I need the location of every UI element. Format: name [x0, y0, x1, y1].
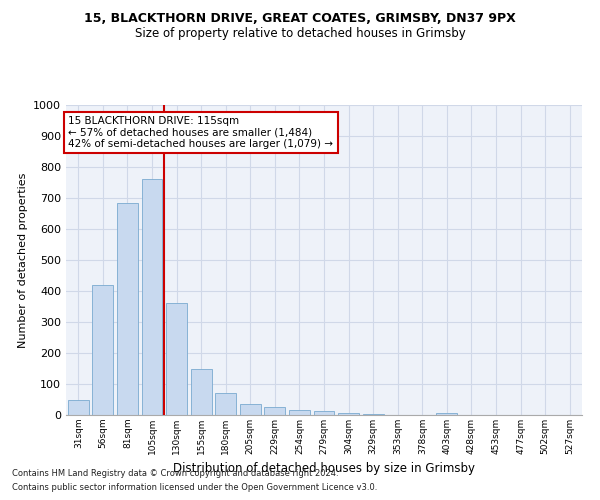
Text: Contains HM Land Registry data © Crown copyright and database right 2024.: Contains HM Land Registry data © Crown c… — [12, 468, 338, 477]
Bar — [314, 411, 334, 415]
Bar — [436, 412, 457, 415]
Bar — [142, 180, 163, 415]
Bar — [289, 410, 310, 415]
Bar — [191, 368, 212, 415]
Bar — [338, 412, 359, 415]
Bar — [166, 304, 187, 415]
Y-axis label: Number of detached properties: Number of detached properties — [17, 172, 28, 348]
Bar — [92, 285, 113, 415]
Bar — [68, 400, 89, 415]
Bar — [215, 394, 236, 415]
Text: 15, BLACKTHORN DRIVE, GREAT COATES, GRIMSBY, DN37 9PX: 15, BLACKTHORN DRIVE, GREAT COATES, GRIM… — [84, 12, 516, 26]
Bar — [240, 404, 261, 415]
X-axis label: Distribution of detached houses by size in Grimsby: Distribution of detached houses by size … — [173, 462, 475, 475]
Bar — [265, 407, 286, 415]
Text: Size of property relative to detached houses in Grimsby: Size of property relative to detached ho… — [134, 28, 466, 40]
Text: 15 BLACKTHORN DRIVE: 115sqm
← 57% of detached houses are smaller (1,484)
42% of : 15 BLACKTHORN DRIVE: 115sqm ← 57% of det… — [68, 116, 334, 149]
Text: Contains public sector information licensed under the Open Government Licence v3: Contains public sector information licen… — [12, 484, 377, 492]
Bar — [362, 414, 383, 415]
Bar — [117, 202, 138, 415]
